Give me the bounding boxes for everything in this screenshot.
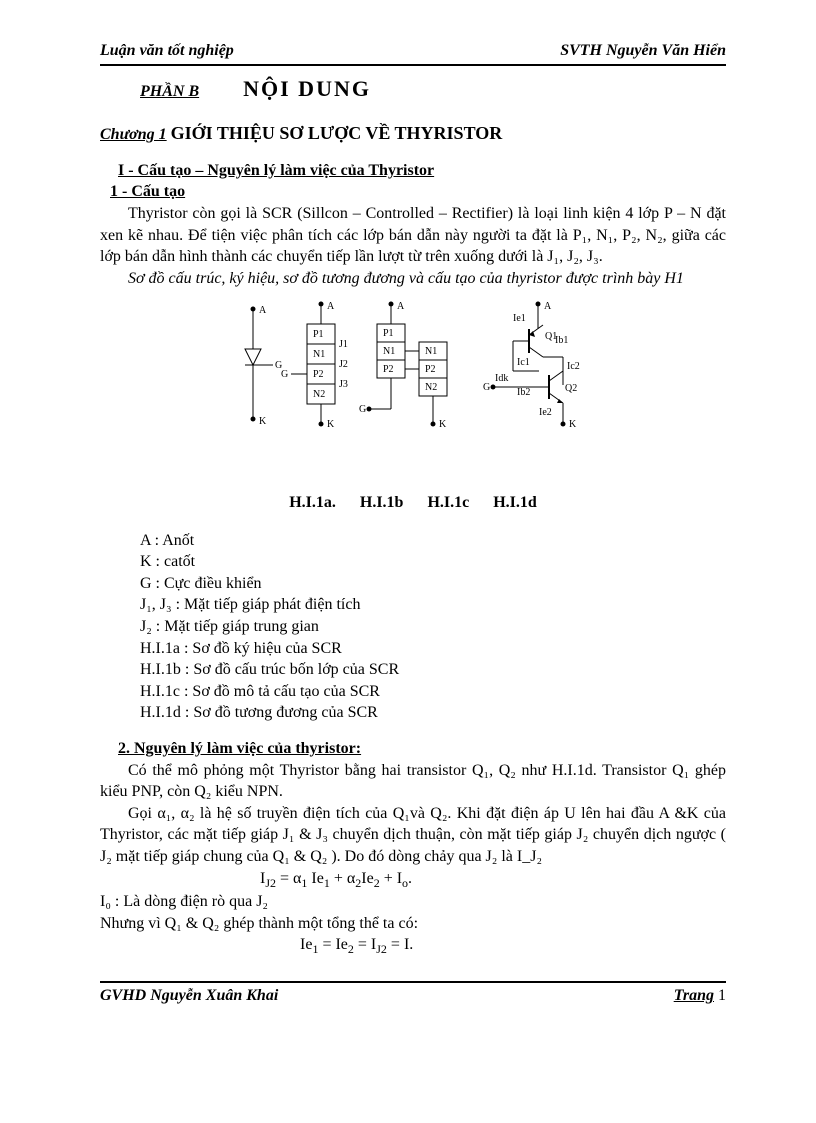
diagram-h1d: A Ie1 Q1 Ib1 Ic2 Ic1 Q2 Ib2 xyxy=(483,301,580,430)
part-title: NỘI DUNG xyxy=(243,76,371,101)
page-footer: GVHD Nguyễn Xuân Khai Trang 1 xyxy=(100,981,726,1009)
section-2-heading: 2. Nguyên lý làm việc của thyristor: xyxy=(118,738,726,760)
lbl-P2c2: P2 xyxy=(425,364,436,375)
diagram-h1a: A G K xyxy=(245,305,282,427)
footer-right: Trang 1 xyxy=(674,985,726,1007)
legend-K: K : catốt xyxy=(140,551,726,573)
lbl-G-b: G xyxy=(281,369,288,380)
legend-A: A : Anốt xyxy=(140,530,726,552)
diagram-h1c: A P1 N1 P2 N1 P2 N2 K G xyxy=(359,301,447,430)
label-A-c: A xyxy=(397,301,405,312)
lbl-G-d: G xyxy=(483,382,490,393)
header-right: SVTH Nguyễn Văn Hiển xyxy=(560,40,726,62)
equation-2: Ie1 = Ie2 = IJ2 = I. xyxy=(300,934,726,957)
footer-left: GVHD Nguyễn Xuân Khai xyxy=(100,985,278,1007)
lbl-N1c2: N1 xyxy=(425,346,437,357)
legend-h1a: H.I.1a : Sơ đồ ký hiệu của SCR xyxy=(140,638,726,660)
lbl-Ib1: Ib1 xyxy=(555,335,568,346)
lbl-Q2: Q2 xyxy=(565,383,577,394)
lbl-Ic1: Ic1 xyxy=(517,357,530,368)
paragraph-s2-4: Nhưng vì Q₁ & Q₂ ghép thành một tổng thể… xyxy=(100,913,726,935)
lbl-P1c: P1 xyxy=(383,328,394,339)
thyristor-diagram: A G K A P1 N1 P2 N2 J1 J2 J3 G K xyxy=(100,299,726,456)
lbl-N1: N1 xyxy=(313,349,325,360)
legend-J2: J₂ : Mặt tiếp giáp trung gian xyxy=(140,616,726,638)
lbl-J2: J2 xyxy=(339,359,348,370)
lbl-P2: P2 xyxy=(313,369,324,380)
label-K: K xyxy=(259,416,267,427)
chapter-title: GIỚI THIỆU SƠ LƯỢC VỀ THYRISTOR xyxy=(171,123,503,143)
lbl-N2: N2 xyxy=(313,389,325,400)
legend-h1b: H.I.1b : Sơ đồ cấu trúc bốn lớp của SCR xyxy=(140,659,726,681)
lbl-P2c: P2 xyxy=(383,364,394,375)
section-1-heading: I - Cấu tạo – Nguyên lý làm việc của Thy… xyxy=(118,160,726,182)
lbl-K-b: K xyxy=(327,419,335,430)
lbl-J3: J3 xyxy=(339,379,348,390)
footer-page-label: Trang xyxy=(674,987,714,1004)
page-header: Luận văn tốt nghiệp SVTH Nguyễn Văn Hiển xyxy=(100,40,726,66)
legend-h1c: H.I.1c : Sơ đồ mô tả cấu tạo của SCR xyxy=(140,681,726,703)
lbl-K-d: K xyxy=(569,419,577,430)
part-line: PHẦN B NỘI DUNG xyxy=(100,74,726,104)
legend-J13: J₁, J₃ : Mặt tiếp giáp phát điện tích xyxy=(140,594,726,616)
lbl-J1: J1 xyxy=(339,339,348,350)
legend-G: G : Cực điều khiển xyxy=(140,573,726,595)
paragraph-intro: Thyristor còn gọi là SCR (Sillcon – Cont… xyxy=(100,203,726,268)
lbl-P1: P1 xyxy=(313,329,324,340)
diagram-h1b: A P1 N1 P2 N2 J1 J2 J3 G K xyxy=(281,301,348,430)
subsection-1-heading: 1 - Cấu tạo xyxy=(110,181,726,203)
lbl-Idk: Idk xyxy=(495,373,508,384)
lbl-Ie1: Ie1 xyxy=(513,313,526,324)
paragraph-s2-1: Có thể mô phỏng một Thyristor bằng hai t… xyxy=(100,760,726,803)
lbl-N2c: N2 xyxy=(425,382,437,393)
lbl-N1c: N1 xyxy=(383,346,395,357)
paragraph-italic: Sơ đồ cấu trúc, ký hiệu, sơ đồ tương đươ… xyxy=(100,268,726,290)
lbl-Ic2: Ic2 xyxy=(567,361,580,372)
paragraph-s2-2: Gọi α₁, α₂ là hệ số truyền điện tích của… xyxy=(100,803,726,868)
lbl-Ie2: Ie2 xyxy=(539,407,552,418)
footer-page-number: 1 xyxy=(718,987,726,1004)
equation-1: IJ2 = α1 Ie1 + α2Ie2 + Io. xyxy=(260,868,726,891)
legend-h1d: H.I.1d : Sơ đồ tương đương của SCR xyxy=(140,702,726,724)
lbl-Ib2: Ib2 xyxy=(517,387,530,398)
label-A-b: A xyxy=(327,301,335,312)
label-A: A xyxy=(259,305,267,316)
legend-block: A : Anốt K : catốt G : Cực điều khiển J₁… xyxy=(140,530,726,724)
paragraph-s2-3: I₀ : Là dòng điện rò qua J₂ xyxy=(100,891,726,913)
lbl-K-c: K xyxy=(439,419,447,430)
label-A-d: A xyxy=(544,301,552,312)
part-label: PHẦN B xyxy=(140,83,199,100)
lbl-G-c: G xyxy=(359,404,366,415)
figure-labels: H.I.1a. H.I.1b H.I.1c H.I.1d xyxy=(100,492,726,514)
chapter-line: Chương 1 GIỚI THIỆU SƠ LƯỢC VỀ THYRISTOR xyxy=(100,121,726,146)
chapter-label: Chương 1 xyxy=(100,126,167,143)
header-left: Luận văn tốt nghiệp xyxy=(100,40,234,62)
